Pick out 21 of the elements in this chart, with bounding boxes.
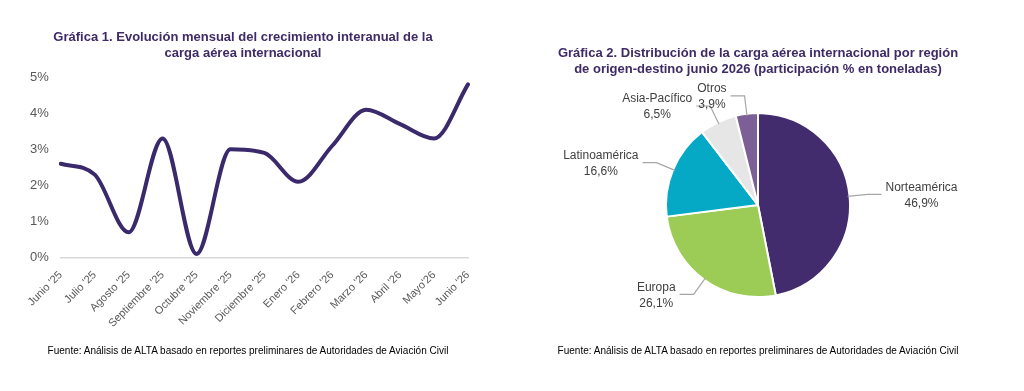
- y-tick-label: 2%: [29, 177, 50, 193]
- y-tick-label: 4%: [29, 104, 50, 120]
- data-label: 26,1%: [639, 295, 674, 310]
- y-tick-label: 3%: [29, 140, 50, 156]
- y-tick-label: 0%: [29, 249, 50, 265]
- data-label: 3,9%: [698, 97, 726, 112]
- slice-label: Asia-Pacífico: [622, 91, 693, 106]
- chart-title: Gráfica 2. Distribución de la carga aérea internacional por región de origen-destino junio 2026 (participación % en toneladas): [557, 45, 959, 76]
- source-note: Fuente: Análisis de ALTA basado en reportes preliminares de Autoridades de Aviación Civil: [47, 345, 449, 356]
- chart-title: Gráfica 1. Evolución mensual del crecimiento interanual de la carga aérea internacional: [53, 29, 434, 60]
- slice-label: Otros: [697, 81, 727, 96]
- y-tick-label: 1%: [29, 213, 50, 229]
- slice-label: Norteamérica: [885, 179, 958, 194]
- y-tick-label: 5%: [29, 68, 50, 84]
- data-label: 6,5%: [643, 107, 672, 122]
- slice-label: Europa: [636, 279, 676, 294]
- data-label: 16,6%: [583, 164, 619, 178]
- line-series: [58, 82, 470, 256]
- slice-label: Latinoamérica: [563, 148, 639, 162]
- data-label: 46,9%: [904, 195, 939, 210]
- source-note: Fuente: Análisis de ALTA basado en reportes preliminares de Autoridades de Aviación Civil: [557, 345, 959, 356]
